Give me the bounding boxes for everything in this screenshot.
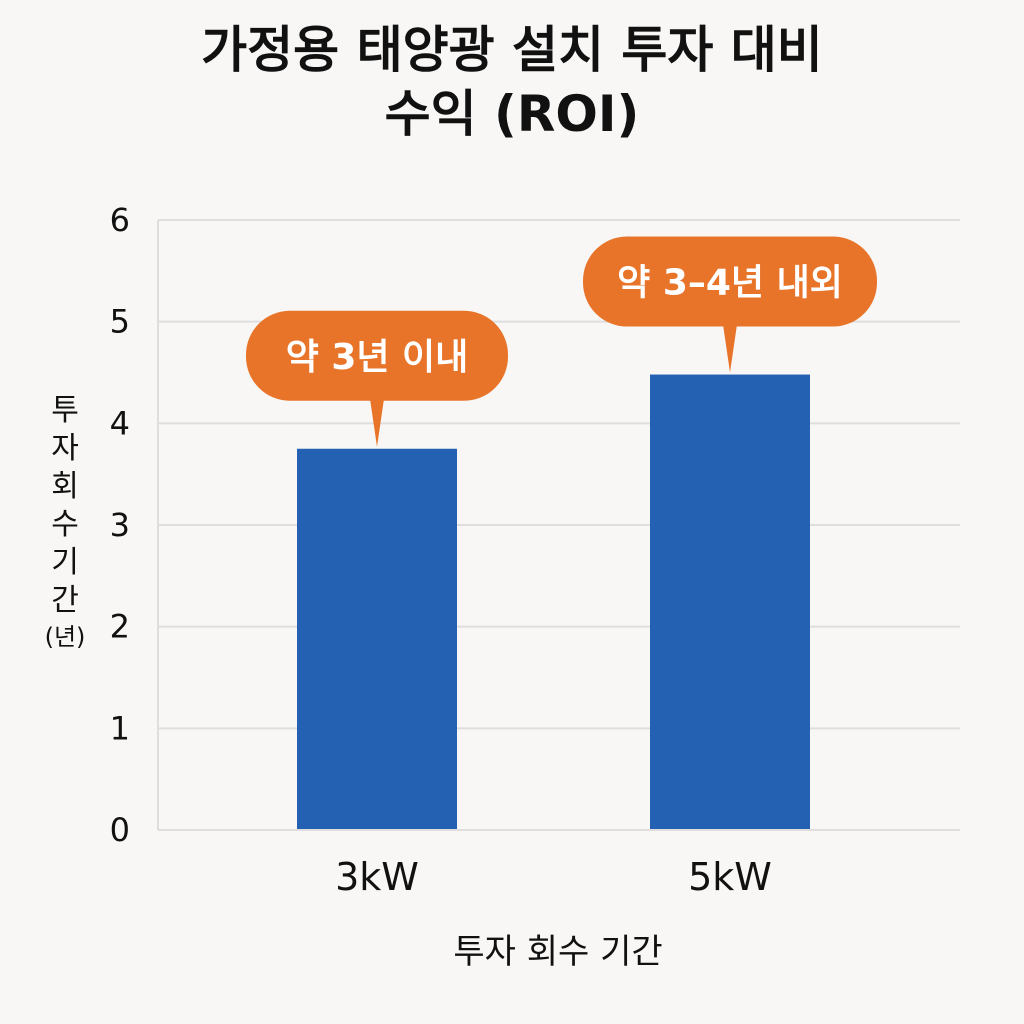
chart-title-line-2: 수익 (ROI) — [384, 85, 640, 143]
y-tick-label: 6 — [110, 201, 130, 239]
x-axis-label: 투자 회수 기간 — [453, 932, 663, 972]
chart-title: 가정용 태양광 설치 투자 대비 수익 (ROI) — [0, 18, 1024, 146]
y-tick-label: 5 — [110, 303, 130, 341]
y-axis-label-char: 회 — [51, 469, 79, 504]
y-tick-label: 4 — [110, 404, 130, 442]
data-label: 약 3–4년 내외 — [617, 263, 843, 304]
y-tick-label: 2 — [110, 608, 130, 646]
callout-bubble — [583, 236, 877, 327]
bar — [650, 374, 810, 830]
y-axis-label: 투 자 회 수 기 간 (년) — [40, 392, 90, 654]
callout-pointer — [370, 398, 384, 447]
y-axis-label-char: 자 — [51, 431, 79, 466]
y-tick-label: 1 — [110, 709, 130, 747]
y-tick-label: 0 — [110, 811, 130, 849]
y-axis-label-char: 기 — [51, 545, 79, 580]
y-axis-label-char: 간 — [51, 583, 79, 618]
bar — [297, 448, 457, 830]
y-axis-label-char: 수 — [51, 507, 79, 542]
y-tick-label: 3 — [110, 506, 130, 544]
x-tick-label: 5kW — [688, 855, 772, 899]
x-tick-label: 3kW — [335, 855, 419, 899]
y-axis-label-char: 투 — [51, 393, 79, 428]
data-label: 약 3년 이내 — [286, 337, 469, 378]
callout-bubble — [246, 310, 508, 401]
chart-title-line-1: 가정용 태양광 설치 투자 대비 — [201, 21, 823, 79]
y-axis-unit: (년) — [44, 623, 86, 651]
callout-pointer — [723, 324, 737, 373]
